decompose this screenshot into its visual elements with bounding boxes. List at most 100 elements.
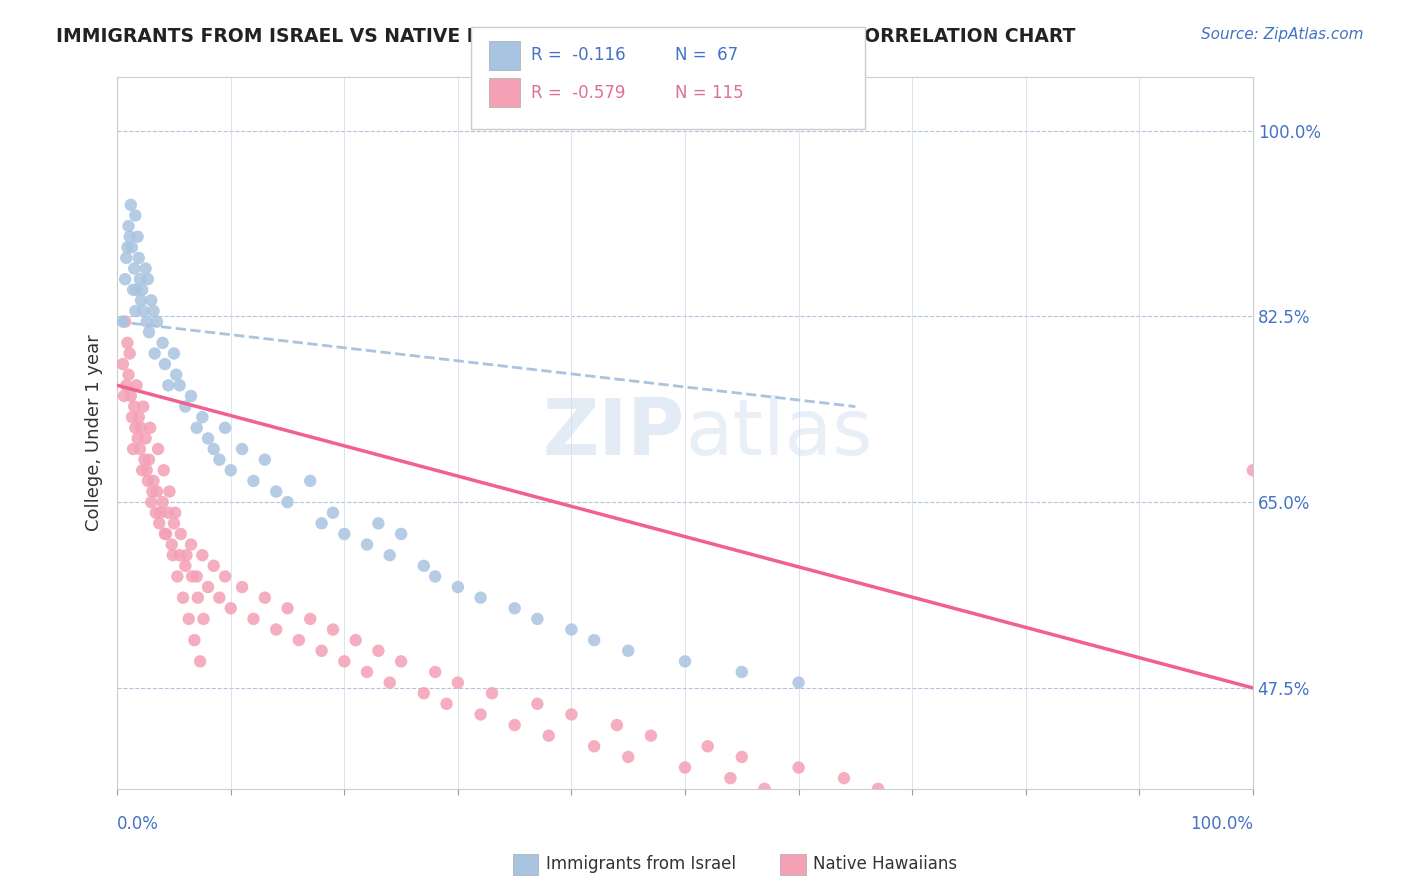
Point xyxy=(470,707,492,722)
Point xyxy=(425,665,447,679)
Point xyxy=(174,400,197,414)
Point xyxy=(264,623,287,637)
Point xyxy=(163,346,186,360)
Point xyxy=(186,569,208,583)
Point xyxy=(122,442,145,456)
Point xyxy=(253,591,276,605)
Point xyxy=(153,527,176,541)
Point xyxy=(277,601,299,615)
Point xyxy=(219,601,242,615)
Point xyxy=(152,463,174,477)
Point xyxy=(356,665,378,679)
Point xyxy=(322,623,344,637)
Point xyxy=(503,718,526,732)
Point xyxy=(242,612,264,626)
Point xyxy=(125,283,148,297)
Point xyxy=(810,792,832,806)
Point xyxy=(111,315,134,329)
Text: R =  -0.579: R = -0.579 xyxy=(531,84,626,102)
Point xyxy=(128,251,150,265)
Point xyxy=(136,474,159,488)
Point xyxy=(165,368,187,382)
Point xyxy=(202,442,225,456)
Point xyxy=(1128,856,1150,871)
Point xyxy=(143,346,166,360)
Point xyxy=(537,729,560,743)
Point xyxy=(112,389,135,403)
Point xyxy=(122,283,145,297)
Point xyxy=(617,644,640,658)
Point xyxy=(132,304,155,318)
Point xyxy=(696,739,718,754)
Point xyxy=(138,452,160,467)
Point xyxy=(124,421,146,435)
Point xyxy=(142,474,165,488)
Point xyxy=(125,378,148,392)
Point xyxy=(124,209,146,223)
Point xyxy=(180,538,202,552)
Text: Source: ZipAtlas.com: Source: ZipAtlas.com xyxy=(1201,27,1364,42)
Point xyxy=(673,760,696,774)
Point xyxy=(447,675,470,690)
Point xyxy=(673,654,696,668)
Point xyxy=(127,431,149,445)
Point xyxy=(617,750,640,764)
Point xyxy=(787,675,810,690)
Point xyxy=(165,506,187,520)
Point xyxy=(115,378,138,392)
Point xyxy=(299,474,322,488)
Point xyxy=(145,506,167,520)
Point xyxy=(606,718,628,732)
Text: atlas: atlas xyxy=(685,395,873,471)
Point xyxy=(146,442,169,456)
Point xyxy=(134,452,156,467)
Point xyxy=(157,378,180,392)
Point xyxy=(1038,814,1060,828)
Point xyxy=(149,506,172,520)
Point xyxy=(311,644,333,658)
Point xyxy=(124,304,146,318)
Point xyxy=(1094,824,1116,838)
Point xyxy=(389,654,412,668)
Point xyxy=(526,612,548,626)
Point xyxy=(117,240,139,254)
Point xyxy=(503,601,526,615)
Point xyxy=(111,357,134,371)
Point xyxy=(118,346,141,360)
Point xyxy=(117,219,139,233)
Point xyxy=(177,612,200,626)
Point xyxy=(470,591,492,605)
Point xyxy=(214,569,236,583)
Point xyxy=(141,495,163,509)
Point xyxy=(787,760,810,774)
Point xyxy=(172,591,194,605)
Point xyxy=(425,569,447,583)
Point xyxy=(197,580,219,594)
Point xyxy=(378,548,401,562)
Point xyxy=(367,644,389,658)
Point xyxy=(640,729,662,743)
Point xyxy=(183,633,205,648)
Point xyxy=(901,814,924,828)
Point xyxy=(142,304,165,318)
Point xyxy=(188,654,211,668)
Point xyxy=(146,484,169,499)
Point xyxy=(114,315,136,329)
Point xyxy=(169,548,191,562)
Point xyxy=(121,240,143,254)
Point xyxy=(333,654,356,668)
Point xyxy=(481,686,503,700)
Point xyxy=(193,612,215,626)
Point xyxy=(121,410,143,425)
Point xyxy=(367,516,389,531)
Text: N = 115: N = 115 xyxy=(675,84,744,102)
Point xyxy=(1150,835,1173,849)
Point xyxy=(162,548,184,562)
Point xyxy=(333,527,356,541)
Point xyxy=(1015,835,1038,849)
Point xyxy=(412,686,434,700)
Point xyxy=(163,516,186,531)
Point xyxy=(187,591,209,605)
Point xyxy=(122,261,145,276)
Point xyxy=(242,474,264,488)
